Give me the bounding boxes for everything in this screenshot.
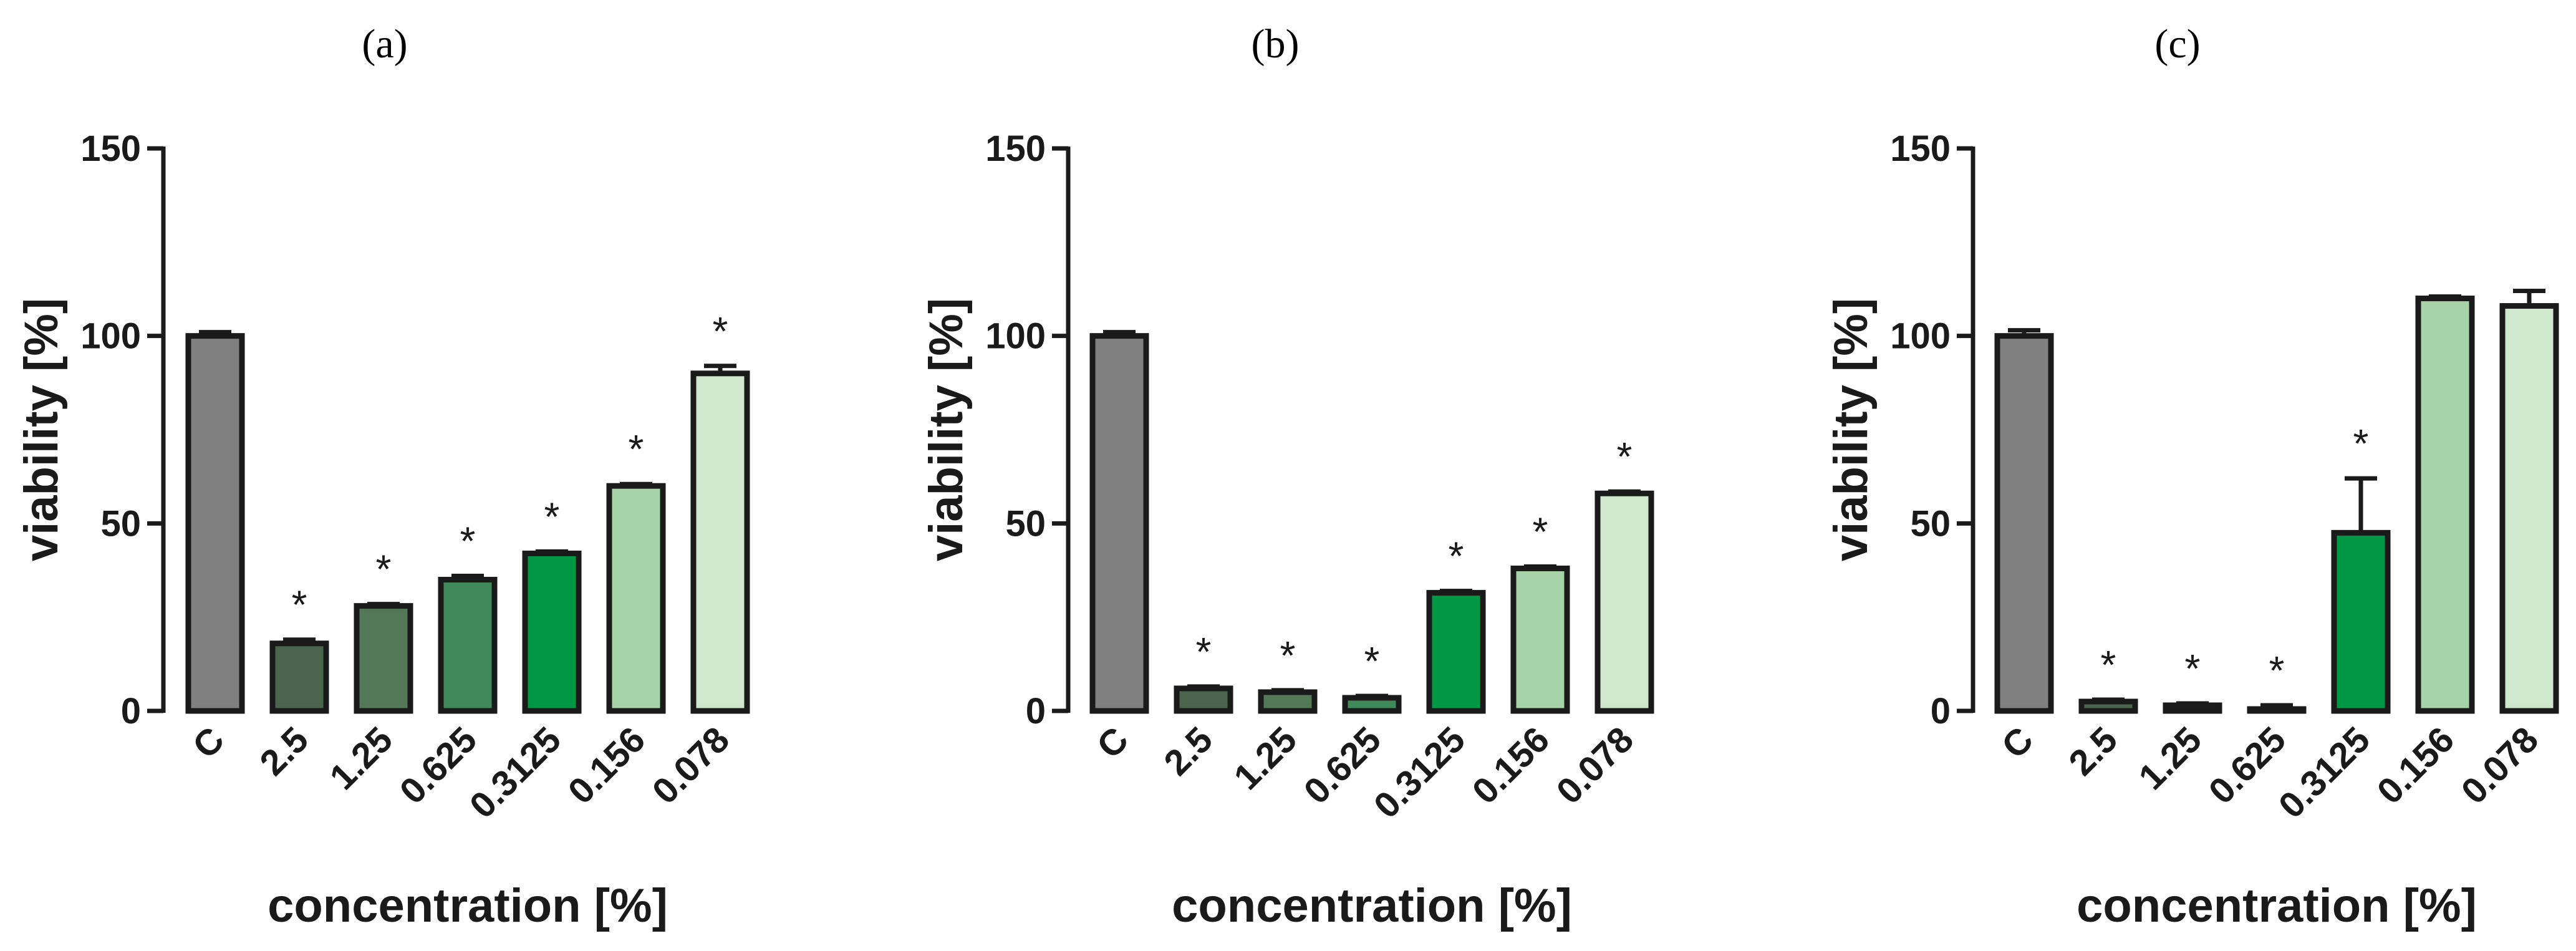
x-tick-label: 0.156 <box>561 719 654 812</box>
x-tick-label: C <box>1994 719 2042 766</box>
bar-1.25 <box>1258 689 1318 714</box>
significance-marker: * <box>629 427 644 471</box>
y-tick-label: 50 <box>100 503 141 544</box>
y-axis-title: viability [%] <box>15 298 68 561</box>
y-tick-label: 0 <box>1931 691 1951 731</box>
y-tick-label: 150 <box>80 128 141 169</box>
x-tick-label: 2.5 <box>252 719 316 783</box>
x-tick-label: 0.078 <box>645 719 738 812</box>
y-tick-label: 150 <box>985 128 1046 169</box>
significance-marker: * <box>292 582 307 627</box>
bar-0.3125 <box>1426 590 1486 714</box>
bar-0.625 <box>438 577 498 714</box>
bar-C <box>1994 333 2054 714</box>
significance-marker: * <box>544 494 560 539</box>
x-tick-label: C <box>1089 719 1137 766</box>
x-tick-label: C <box>185 719 233 766</box>
y-tick-label: 0 <box>1026 691 1046 731</box>
y-tick-label: 100 <box>80 316 141 357</box>
bar-1.25 <box>354 603 413 714</box>
significance-marker: * <box>1364 639 1380 683</box>
significance-marker: * <box>460 519 476 564</box>
bar-0.078 <box>1594 490 1654 714</box>
bar-C <box>1089 333 1149 714</box>
panel-label: (c) <box>2154 21 2200 67</box>
y-tick-label: 50 <box>1005 503 1046 544</box>
bar-0.156 <box>1510 565 1570 714</box>
bar-2.5 <box>269 640 329 714</box>
x-tick-label: 1.25 <box>322 719 400 798</box>
y-tick-label: 100 <box>1890 316 1951 357</box>
significance-marker: * <box>2101 642 2116 687</box>
bar-0.078 <box>2499 303 2559 714</box>
y-axis-title: viability [%] <box>1825 298 1878 561</box>
significance-marker: * <box>2269 648 2285 693</box>
bar-0.3125 <box>2331 529 2391 714</box>
y-tick-label: 100 <box>985 316 1046 357</box>
bar-0.156 <box>606 483 666 714</box>
bar-C <box>185 333 245 714</box>
bar-0.625 <box>2247 706 2307 714</box>
bar-2.5 <box>1174 685 1233 714</box>
x-axis-title: concentration [%] <box>1172 879 1572 932</box>
bar-1.25 <box>2163 702 2222 714</box>
x-tick-label: 0.3125 <box>462 719 569 826</box>
significance-marker: * <box>1196 629 1212 674</box>
x-tick-label: 1.25 <box>2131 719 2209 798</box>
significance-marker: * <box>1533 509 1548 554</box>
y-axis-title: viability [%] <box>920 298 973 561</box>
bar-0.156 <box>2415 296 2475 714</box>
bar-0.625 <box>1342 695 1402 714</box>
significance-marker: * <box>2353 421 2369 466</box>
x-tick-label: 0.078 <box>1549 719 1642 812</box>
significance-marker: * <box>2185 646 2201 691</box>
significance-marker: * <box>376 547 392 592</box>
significance-marker: * <box>713 309 728 354</box>
bar-2.5 <box>2078 698 2138 714</box>
x-tick-label: 0.3125 <box>1366 719 1473 826</box>
x-tick-label: 2.5 <box>2061 719 2125 783</box>
panel-label: (a) <box>362 21 407 67</box>
x-tick-label: 0.156 <box>2370 719 2463 812</box>
x-tick-label: 0.3125 <box>2271 719 2378 826</box>
y-tick-label: 0 <box>121 691 141 731</box>
x-tick-label: 0.078 <box>2454 719 2547 812</box>
bar-0.078 <box>690 370 750 714</box>
panel-label: (b) <box>1252 21 1300 67</box>
x-axis-title: concentration [%] <box>268 879 668 932</box>
y-tick-label: 150 <box>1890 128 1951 169</box>
x-tick-label: 2.5 <box>1156 719 1220 783</box>
significance-marker: * <box>1617 434 1633 479</box>
x-tick-label: 1.25 <box>1226 719 1305 798</box>
x-axis-title: concentration [%] <box>2077 879 2477 932</box>
x-tick-label: 0.156 <box>1465 719 1558 812</box>
significance-marker: * <box>1449 534 1464 579</box>
y-tick-label: 50 <box>1910 503 1951 544</box>
bar-0.3125 <box>522 550 582 714</box>
significance-marker: * <box>1280 633 1296 678</box>
